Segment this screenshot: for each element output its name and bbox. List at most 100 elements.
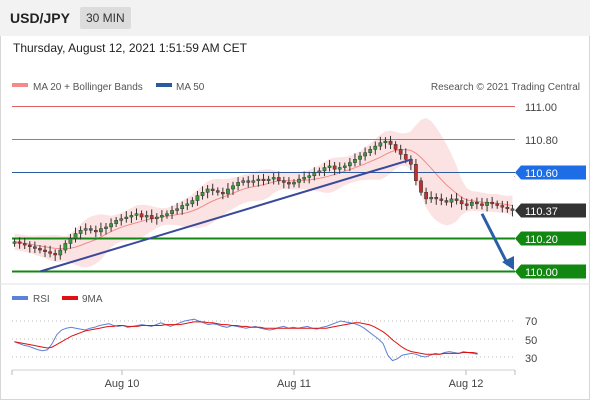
candle-body: [368, 149, 373, 153]
header-bar: USD/JPY 30 MIN: [0, 0, 590, 36]
candle-body: [190, 200, 195, 205]
candle-body: [205, 188, 210, 193]
candle-body: [63, 243, 68, 251]
candle-body: [464, 203, 469, 206]
candle-body: [38, 248, 42, 251]
candle-body: [327, 165, 332, 168]
candle-body: [215, 190, 220, 193]
candle-body: [144, 215, 149, 218]
support-price-box-110-20: [515, 231, 586, 246]
candle-body: [73, 233, 78, 239]
candle-body: [358, 155, 362, 160]
candle-body: [429, 197, 434, 200]
candle-body: [129, 215, 134, 218]
candle-body: [149, 215, 154, 219]
candle-body: [485, 201, 489, 206]
candle-body: [58, 249, 63, 256]
candle-body: [424, 192, 428, 200]
ma50-legend-swatch: [156, 83, 172, 87]
copyright-text: Research © 2021 Trading Central: [431, 82, 580, 93]
candle-body: [403, 154, 408, 160]
candle-body: [490, 201, 494, 205]
candle-body: [251, 180, 256, 183]
forecast-arrow-head: [502, 256, 514, 270]
candle-body: [33, 246, 37, 249]
candle-body: [170, 210, 174, 214]
currency-pair: USD/JPY: [10, 10, 70, 26]
resistance-label-110-80: 110.80: [525, 135, 558, 147]
bollinger-band-fill: [14, 118, 513, 268]
candle-body: [388, 140, 393, 145]
candle-body: [281, 180, 286, 183]
support-label-110-00: 110.00: [525, 267, 558, 279]
candle-body: [271, 177, 276, 180]
candle-body: [93, 230, 98, 233]
candle-body: [221, 192, 225, 195]
candle-body: [307, 175, 312, 178]
candle-body: [475, 201, 479, 205]
candle-body: [276, 177, 281, 181]
ma50-price-box: [515, 165, 586, 180]
candle-body: [383, 140, 388, 144]
candle-body: [444, 200, 449, 203]
candle-body: [12, 241, 17, 244]
candle-body: [439, 198, 444, 201]
rsi-tick-50: 50: [525, 335, 537, 347]
timeframe-badge[interactable]: 30 MIN: [80, 7, 131, 29]
rsi-ma-legend-swatch: [62, 296, 78, 300]
candle-body: [322, 167, 327, 172]
rsi-legend-swatch: [12, 296, 28, 300]
rsi-tick-70: 70: [525, 316, 537, 328]
candle-body: [287, 182, 291, 185]
candle-body: [505, 206, 510, 210]
candle-body: [459, 200, 464, 205]
candle-body: [373, 145, 378, 150]
candle-body: [317, 170, 322, 173]
rsi-legend-label: RSI: [33, 294, 50, 305]
candle-body: [363, 152, 367, 157]
candle-body: [342, 165, 347, 168]
candle-body: [200, 192, 205, 196]
candle-body: [292, 182, 296, 185]
current-price-label: 110.37: [525, 206, 558, 218]
current-price-box: [515, 203, 586, 218]
candle-body: [165, 213, 169, 216]
candle-body: [134, 213, 139, 216]
candle-body: [332, 165, 337, 170]
candle-body: [500, 205, 505, 208]
candle-body: [27, 244, 32, 248]
candle-body: [226, 188, 230, 195]
candle-body: [160, 215, 164, 218]
rsi-line: [14, 318, 478, 362]
candle-body: [434, 197, 439, 200]
candle-body: [185, 203, 190, 206]
candle-body: [139, 213, 144, 218]
support-label-110-20: 110.20: [525, 234, 558, 246]
candle-body: [419, 180, 423, 193]
rsi-ma-legend-label: 9MA: [82, 294, 103, 305]
candle-body: [378, 142, 383, 147]
candle-body: [180, 205, 185, 210]
candle-body: [246, 180, 251, 183]
ma50-legend-label: MA 50: [176, 82, 205, 93]
candle-body: [302, 177, 306, 180]
candle-body: [68, 238, 73, 244]
candle-body: [348, 162, 352, 167]
candle-body: [353, 159, 357, 163]
rsi-tick-30: 30: [525, 353, 537, 365]
candle-body: [195, 195, 200, 201]
bollinger-legend-swatch: [12, 83, 28, 87]
forecast-arrow-shaft: [480, 213, 510, 266]
candle-body: [104, 226, 108, 229]
candle-body: [109, 223, 113, 228]
candle-body: [210, 188, 215, 191]
candle-body: [480, 203, 484, 206]
chart-datetime: Thursday, August 12, 2021 1:51:59 AM CET: [13, 41, 247, 55]
candle-body: [99, 228, 103, 233]
candle-body: [43, 249, 47, 252]
candle-body: [414, 164, 418, 181]
candle-body: [154, 216, 159, 219]
resistance-label-111-00: 111.00: [525, 102, 557, 114]
x-tick-aug-11: Aug 11: [277, 378, 311, 390]
